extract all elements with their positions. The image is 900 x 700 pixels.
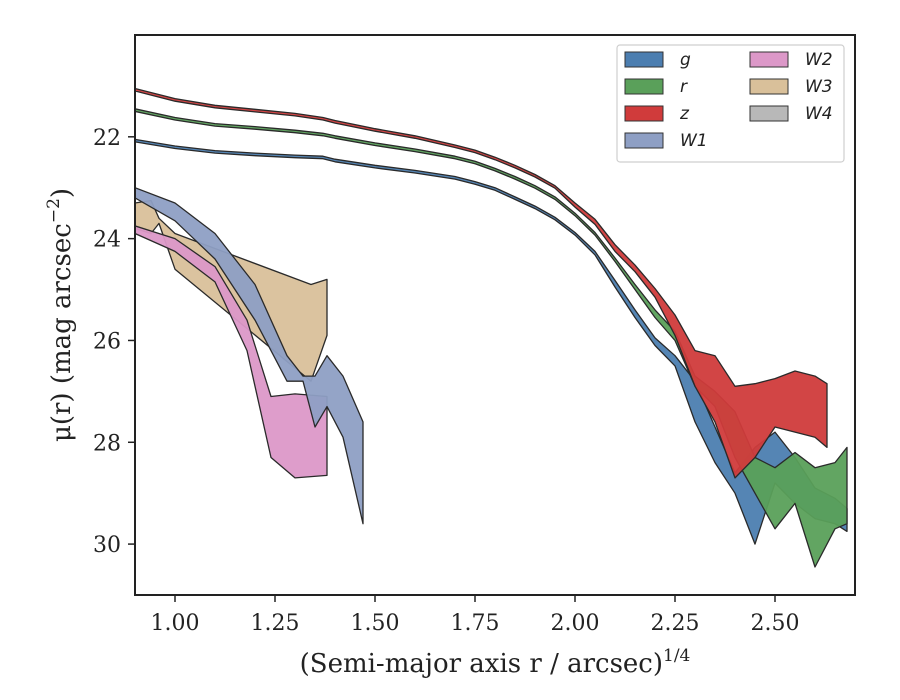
- y-tick-label: 28: [93, 431, 121, 456]
- legend-swatch-g: [624, 51, 664, 68]
- legend-label-r: r: [680, 77, 688, 97]
- legend-swatch-z: [624, 105, 664, 122]
- band-w1: [135, 187, 364, 525]
- y-tick-label: 30: [93, 533, 121, 558]
- legend-box: [616, 44, 845, 163]
- profile-bands: [135, 87, 848, 568]
- x-axis-label: (Semi-major axis r / arcsec)1/4: [300, 646, 691, 679]
- band-g: [135, 138, 848, 545]
- band-r: [135, 108, 848, 568]
- legend-label-w4: W4: [805, 104, 833, 124]
- x-tick-label: 1.50: [351, 611, 400, 636]
- x-tick-label: 2.00: [551, 611, 600, 636]
- x-tick-label: 2.50: [751, 611, 800, 636]
- legend: grz W1 W2 W3 W4: [616, 44, 845, 163]
- axes: 1.00 1.25 1.50 1.75 2.00 2.25 2.50 22 24 26 28 30: [93, 34, 856, 636]
- band-w2: [135, 225, 328, 479]
- legend-swatch-w3: [749, 78, 789, 95]
- legend-label-g: g: [680, 50, 691, 70]
- x-tick-label: 1.25: [251, 611, 300, 636]
- legend-label-w1: W1: [680, 131, 708, 151]
- y-tick-label: 24: [93, 228, 121, 253]
- y-tick-label: 22: [93, 126, 121, 151]
- plot-frame: [134, 34, 856, 596]
- legend-label-w3: W3: [805, 77, 833, 97]
- y-tick-label: 26: [93, 329, 121, 354]
- x-tick-label: 1.75: [451, 611, 500, 636]
- band-w3: [135, 199, 328, 382]
- legend-swatch-w4: [749, 105, 789, 122]
- x-tick-label: 2.25: [651, 611, 700, 636]
- legend-label-w2: W2: [805, 50, 833, 70]
- y-axis-label: μ(r) (mag arcsec−2): [44, 188, 77, 442]
- legend-swatch-w1: [624, 132, 664, 149]
- legend-label-z: z: [679, 104, 690, 124]
- band-z: [135, 87, 828, 479]
- x-tick-label: 1.00: [151, 611, 200, 636]
- legend-swatch-r: [624, 78, 664, 95]
- legend-swatch-w2: [749, 51, 789, 68]
